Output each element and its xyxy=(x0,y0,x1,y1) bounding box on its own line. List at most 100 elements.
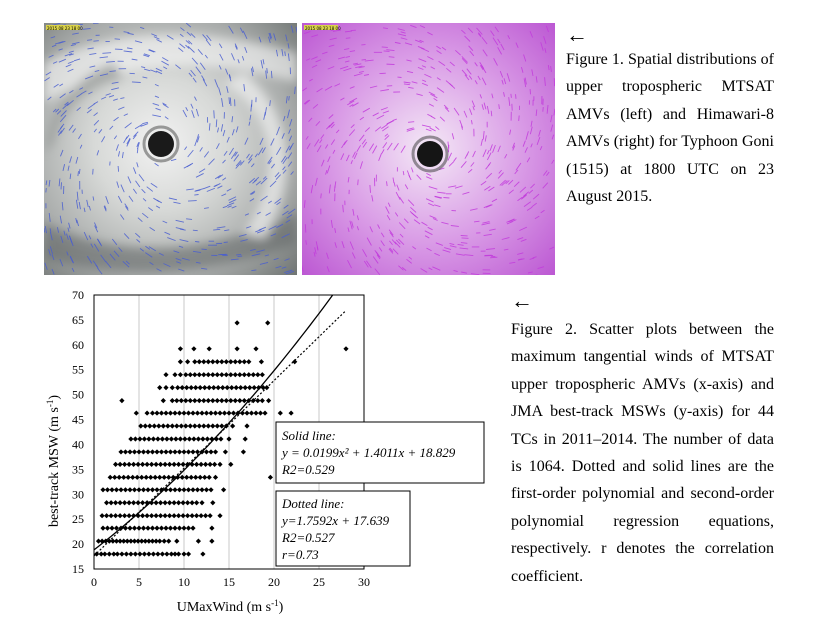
amv-vector xyxy=(75,217,78,224)
amv-vector xyxy=(446,67,452,73)
amv-vector xyxy=(142,121,149,125)
data-point xyxy=(191,346,197,352)
amv-vector xyxy=(86,109,92,114)
amv-vector xyxy=(393,182,396,187)
amv-vector xyxy=(425,198,434,203)
amv-vector xyxy=(49,246,53,254)
amv-vector xyxy=(378,247,383,252)
amv-vector xyxy=(92,196,95,201)
data-point xyxy=(253,410,259,416)
data-point xyxy=(189,500,195,506)
data-point xyxy=(188,474,194,480)
amv-vector xyxy=(44,226,47,234)
amv-vector xyxy=(448,185,457,188)
amv-vector xyxy=(507,35,511,40)
amv-vector xyxy=(412,246,417,250)
amv-vector xyxy=(76,191,79,201)
data-point xyxy=(207,461,213,467)
data-point xyxy=(206,385,212,391)
amv-vector xyxy=(347,177,350,183)
data-point xyxy=(214,423,220,429)
amv-vector xyxy=(79,144,83,149)
data-point xyxy=(110,538,116,544)
amv-vector xyxy=(96,150,100,156)
amv-vector xyxy=(490,256,498,259)
amv-vector xyxy=(93,101,99,105)
data-point xyxy=(158,449,165,455)
data-point xyxy=(212,410,219,416)
data-point xyxy=(118,487,124,493)
amv-vector xyxy=(372,112,379,117)
amv-vector xyxy=(56,110,62,115)
data-point xyxy=(172,551,178,557)
amv-vector xyxy=(98,129,103,134)
amv-vector xyxy=(287,161,293,167)
amv-vector xyxy=(392,177,395,184)
amv-vector xyxy=(529,31,534,38)
amv-vector xyxy=(78,133,82,140)
y-tick-label: 30 xyxy=(72,487,84,501)
amv-vector xyxy=(484,135,487,142)
amv-vector xyxy=(275,49,279,57)
amv-vector xyxy=(103,206,107,212)
data-point xyxy=(179,474,185,480)
amv-vector xyxy=(343,139,348,146)
amv-vector xyxy=(525,131,529,140)
amv-vector xyxy=(44,262,48,270)
amv-vector xyxy=(99,73,109,77)
amv-vector xyxy=(260,60,264,69)
amv-vector xyxy=(425,128,432,132)
return-arrow-2[interactable]: ← xyxy=(511,288,533,313)
data-point xyxy=(211,385,217,391)
dotted-legend-equation: y=1.7592x + 17.639 xyxy=(280,513,390,528)
data-point xyxy=(230,410,237,416)
amv-vector xyxy=(155,205,161,209)
amv-vector xyxy=(398,238,405,245)
amv-vector xyxy=(486,248,496,250)
amv-vector xyxy=(359,70,364,73)
amv-vector xyxy=(517,258,525,261)
amv-vector xyxy=(83,231,89,241)
data-point xyxy=(135,500,141,506)
amv-vector xyxy=(435,242,443,246)
amv-vector xyxy=(551,159,555,164)
data-point xyxy=(210,500,216,506)
amv-vector xyxy=(101,136,106,143)
amv-vector xyxy=(517,197,523,202)
data-point xyxy=(122,513,128,519)
amv-vector xyxy=(385,206,390,214)
data-point xyxy=(169,385,175,391)
data-point xyxy=(170,474,176,480)
amv-vector xyxy=(550,124,554,132)
data-point xyxy=(196,398,202,404)
return-arrow-1[interactable]: ← xyxy=(566,22,588,47)
amv-vector xyxy=(287,53,290,62)
amv-vector xyxy=(140,123,149,127)
amv-vector xyxy=(202,34,208,41)
amv-vector xyxy=(213,184,218,187)
amv-vector xyxy=(349,220,353,230)
amv-vector xyxy=(407,121,415,123)
amv-vector xyxy=(220,124,224,132)
amv-vector xyxy=(326,266,330,273)
amv-vector xyxy=(126,137,131,145)
data-point xyxy=(140,487,147,493)
amv-vector xyxy=(127,32,134,35)
amv-vector xyxy=(97,267,103,275)
figure1-caption: Figure 1. Spatial distributions of upper… xyxy=(566,51,774,206)
amv-vector xyxy=(86,255,93,264)
amv-vector xyxy=(67,68,74,73)
data-point xyxy=(181,487,187,493)
data-point xyxy=(197,474,203,480)
amv-vector xyxy=(453,107,460,116)
data-point xyxy=(168,436,174,442)
amv-vector xyxy=(52,108,57,113)
amv-vector xyxy=(332,29,341,32)
amv-vector xyxy=(474,80,478,85)
amv-vector xyxy=(203,151,210,158)
amv-vector xyxy=(222,177,227,181)
data-point xyxy=(133,410,139,416)
amv-vector xyxy=(123,31,130,34)
data-point xyxy=(158,513,164,519)
amv-vector xyxy=(445,80,453,87)
